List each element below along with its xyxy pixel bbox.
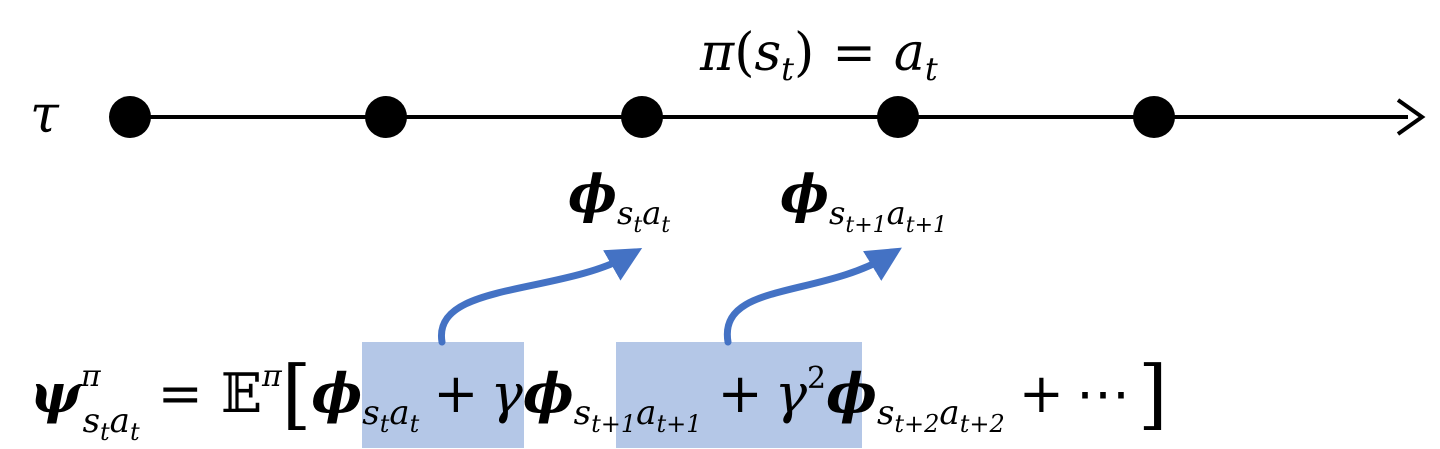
highlight-box-current bbox=[362, 342, 524, 448]
curved-arrow-next bbox=[723, 247, 902, 346]
trajectory-symbol: τ bbox=[30, 85, 60, 145]
trajectory-node bbox=[877, 96, 919, 138]
trajectory-node bbox=[1133, 96, 1175, 138]
curved-arrow-current bbox=[438, 248, 643, 346]
feature-label-next: ϕst+1at+1 bbox=[780, 164, 947, 238]
highlight-box-next bbox=[616, 342, 862, 448]
trajectory-node bbox=[365, 96, 407, 138]
policy-label: π(st) = at bbox=[699, 23, 938, 88]
trajectory-node bbox=[621, 96, 663, 138]
timeline-arrowhead bbox=[1396, 98, 1426, 136]
feature-label-current: ϕstat bbox=[568, 164, 670, 238]
successor-feature-equation: ψπ stat= 𝔼π[ϕstat + γϕst+1at+1 + γ2ϕst+2at+2 + ⋯… bbox=[30, 349, 1168, 446]
trajectory-node bbox=[109, 96, 151, 138]
